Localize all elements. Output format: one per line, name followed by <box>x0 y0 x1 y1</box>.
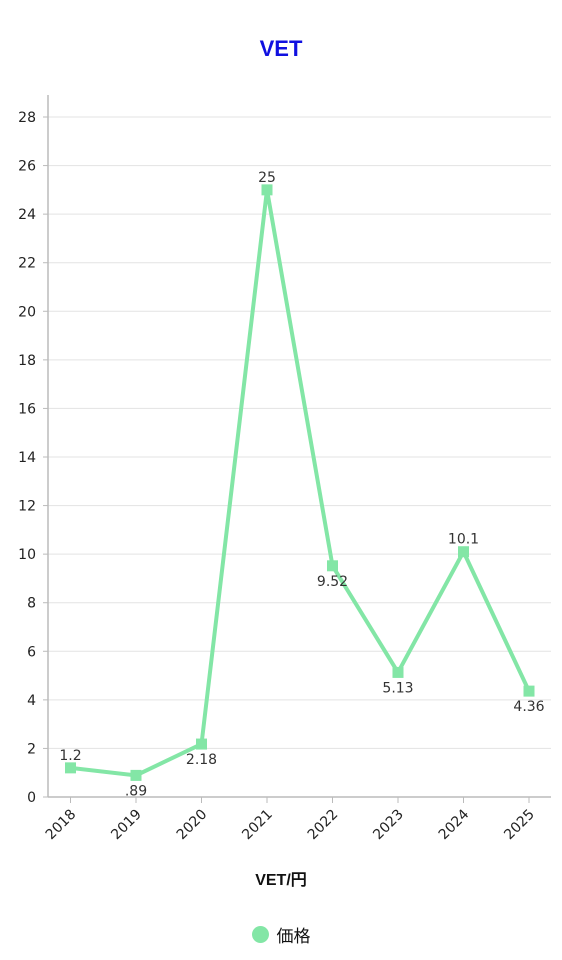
x-tick-label: 2024 <box>436 806 473 843</box>
y-tick-label: 8 <box>27 596 36 612</box>
legend-label: 価格 <box>276 927 311 947</box>
y-tick-label: 10 <box>18 547 36 563</box>
data-label: .89 <box>125 783 147 799</box>
data-labels: 1.2 .89 2.18 25 9.52 5.13 10.1 4.36 <box>59 170 544 800</box>
data-point-marker <box>130 769 142 781</box>
y-tick-label: 16 <box>18 401 36 417</box>
data-label: 2.18 <box>186 752 217 768</box>
data-point-marker <box>392 666 404 678</box>
data-point-marker <box>458 546 469 558</box>
x-tick-label: 2019 <box>108 807 145 844</box>
x-tick-label: 2021 <box>239 807 276 844</box>
chart-title: VET <box>259 36 303 61</box>
y-tick-label: 4 <box>27 693 36 709</box>
data-label: 9.52 <box>317 574 348 590</box>
data-label: 5.13 <box>382 680 413 696</box>
data-point-marker <box>261 184 273 196</box>
x-axis-label: VET/円 <box>255 872 307 889</box>
y-tick-label: 18 <box>18 353 36 369</box>
y-tick-label: 24 <box>18 207 36 223</box>
data-point-marker <box>65 762 76 774</box>
series-polyline <box>70 187 531 778</box>
x-tick-label: 2022 <box>305 807 342 844</box>
data-label: 1.2 <box>59 748 81 764</box>
legend-swatch-icon <box>251 926 269 943</box>
y-tick-label: 12 <box>18 499 36 515</box>
x-tick-label: 2023 <box>370 807 407 844</box>
data-label: 4.36 <box>513 699 544 715</box>
y-tick-label: 0 <box>27 790 36 806</box>
y-tick-label: 20 <box>18 304 36 320</box>
data-label: 10.1 <box>448 532 479 548</box>
y-tick-label: 6 <box>27 644 36 660</box>
y-tick-label: 14 <box>18 450 36 466</box>
series-line <box>65 184 535 781</box>
data-point-marker <box>327 560 338 572</box>
y-tick-label: 28 <box>18 110 36 126</box>
legend[interactable]: 価格 <box>0 922 562 947</box>
data-point-marker <box>196 738 207 750</box>
y-tick-label: 22 <box>18 256 36 272</box>
y-tick-label: 2 <box>27 741 36 757</box>
grid-lines <box>48 116 551 749</box>
y-tick-label: 26 <box>18 159 36 175</box>
data-point-marker <box>523 685 535 697</box>
x-tick-label: 2018 <box>43 807 80 844</box>
data-label: 25 <box>258 170 276 186</box>
x-tick-label: 2025 <box>501 807 538 844</box>
x-tick-label: 2020 <box>174 807 211 844</box>
